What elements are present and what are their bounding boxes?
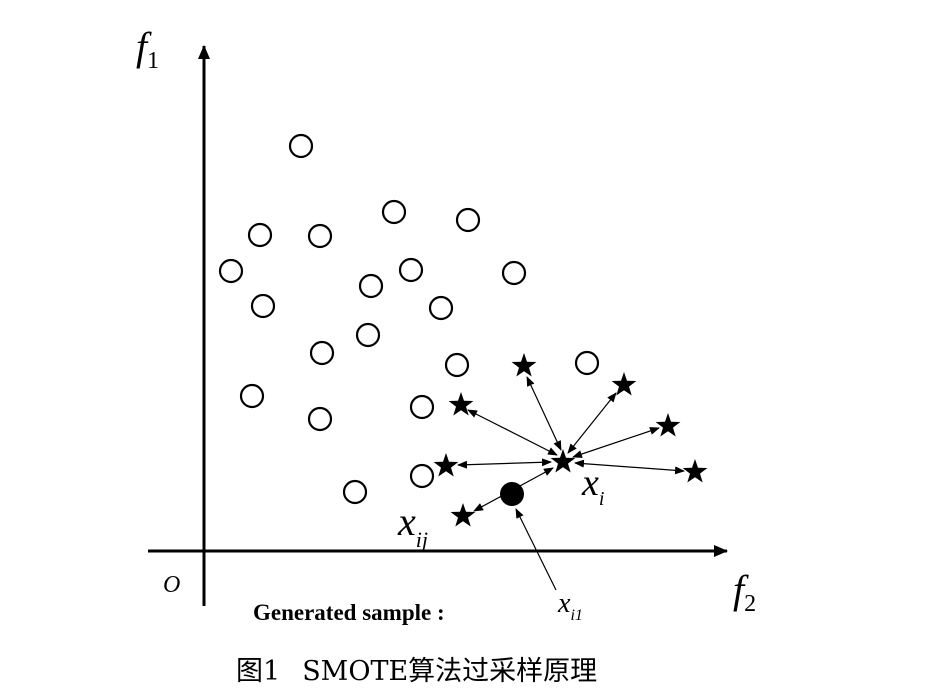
circle bbox=[358, 273, 384, 299]
circle bbox=[409, 394, 435, 420]
circle bbox=[239, 383, 265, 409]
caption-text: SMOTE算法过采样原理 bbox=[302, 656, 597, 687]
circle bbox=[288, 133, 314, 159]
label-sub: 2 bbox=[744, 591, 756, 617]
label-main: x bbox=[581, 462, 599, 504]
caption: 图1 SMOTE算法过采样原理 bbox=[236, 656, 597, 687]
label-main: x bbox=[557, 588, 571, 619]
circle bbox=[444, 352, 470, 378]
pointer-arrow bbox=[515, 508, 557, 591]
minority-samples bbox=[433, 353, 708, 527]
circle bbox=[218, 258, 244, 284]
circle bbox=[309, 340, 335, 366]
circle bbox=[250, 293, 276, 319]
circle bbox=[574, 350, 600, 376]
generated-label: Generated sample : bbox=[253, 600, 445, 625]
circle bbox=[247, 222, 273, 248]
label-sub: 1 bbox=[147, 48, 159, 74]
generated-sample bbox=[500, 482, 524, 506]
circle bbox=[428, 295, 454, 321]
label-sub: ij bbox=[416, 527, 428, 552]
circle bbox=[409, 463, 435, 489]
label-sub: i bbox=[599, 488, 605, 510]
circle bbox=[455, 207, 481, 233]
circle bbox=[307, 406, 333, 432]
arrow bbox=[567, 392, 617, 454]
xij-label: xij bbox=[397, 499, 428, 552]
star bbox=[611, 372, 637, 396]
arrow bbox=[467, 409, 558, 456]
star bbox=[448, 392, 474, 416]
caption-number: 图1 bbox=[236, 656, 280, 687]
label-main: x bbox=[397, 499, 416, 544]
circle bbox=[381, 199, 407, 225]
neighbor-arrows bbox=[457, 376, 685, 591]
xi1-label: xi1 bbox=[557, 588, 583, 624]
star bbox=[655, 413, 681, 437]
arrow bbox=[574, 459, 685, 475]
star-xij bbox=[450, 503, 476, 527]
arrow bbox=[526, 376, 562, 451]
star bbox=[511, 353, 537, 377]
circle bbox=[501, 260, 527, 286]
star bbox=[433, 453, 459, 477]
circle bbox=[355, 322, 381, 348]
arrow bbox=[572, 427, 660, 458]
arrow bbox=[457, 458, 552, 469]
circle bbox=[342, 479, 368, 505]
y-axis-label: f1 bbox=[136, 24, 159, 74]
circle bbox=[307, 223, 333, 249]
xi-label: xi bbox=[581, 462, 604, 510]
star-xi bbox=[550, 449, 576, 473]
star bbox=[682, 459, 708, 483]
origin-label: O bbox=[163, 572, 180, 598]
circle bbox=[398, 257, 424, 283]
majority-samples bbox=[218, 133, 600, 505]
x-axis-label: f2 bbox=[733, 567, 756, 617]
label-sub: i1 bbox=[570, 607, 582, 624]
